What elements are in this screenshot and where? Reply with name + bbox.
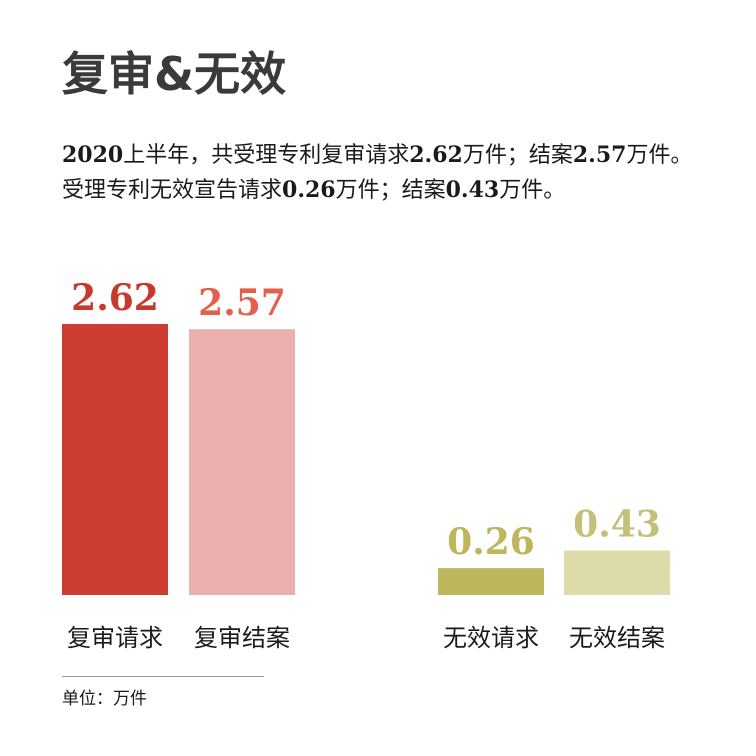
- summary-part: 上半年，共受理专利复审请求: [123, 143, 410, 168]
- value-label-review-closed: 2.57: [198, 282, 286, 324]
- summary-year: 2020: [62, 142, 124, 168]
- unit-label: 单位：万件: [62, 689, 147, 709]
- summary-value-invalid-requests: 0.26: [282, 177, 336, 203]
- bar-invalid-closed: [564, 550, 670, 595]
- category-label-invalid-closed: 无效结案: [569, 624, 665, 652]
- chart-title: 复审&无效: [62, 47, 287, 101]
- summary-value-review-requests: 2.62: [409, 142, 463, 168]
- summary-part: 万件。受理专利无效宣告请求: [62, 143, 693, 203]
- summary-part: 万件；结案: [335, 178, 446, 203]
- category-label-review-closed: 复审结案: [194, 624, 290, 652]
- category-label-invalid-requests: 无效请求: [443, 624, 539, 652]
- summary-text: 2020上半年，共受理专利复审请求2.62万件；结案2.57万件。受理专利无效宣…: [62, 138, 702, 208]
- value-label-invalid-requests: 0.26: [447, 521, 535, 563]
- summary-part: 万件。: [499, 178, 566, 203]
- category-label-review-requests: 复审请求: [67, 624, 163, 652]
- unit-divider: [62, 676, 264, 677]
- summary-part: 万件；结案: [462, 143, 573, 168]
- summary-value-invalid-closed: 0.43: [445, 177, 500, 203]
- bar-invalid-requests: [438, 568, 544, 595]
- bar-review-requests: [62, 324, 168, 595]
- value-label-invalid-closed: 0.43: [573, 504, 661, 546]
- value-label-review-requests: 2.62: [71, 277, 159, 319]
- bar-review-closed: [189, 329, 295, 595]
- summary-value-review-closed: 2.57: [572, 142, 627, 168]
